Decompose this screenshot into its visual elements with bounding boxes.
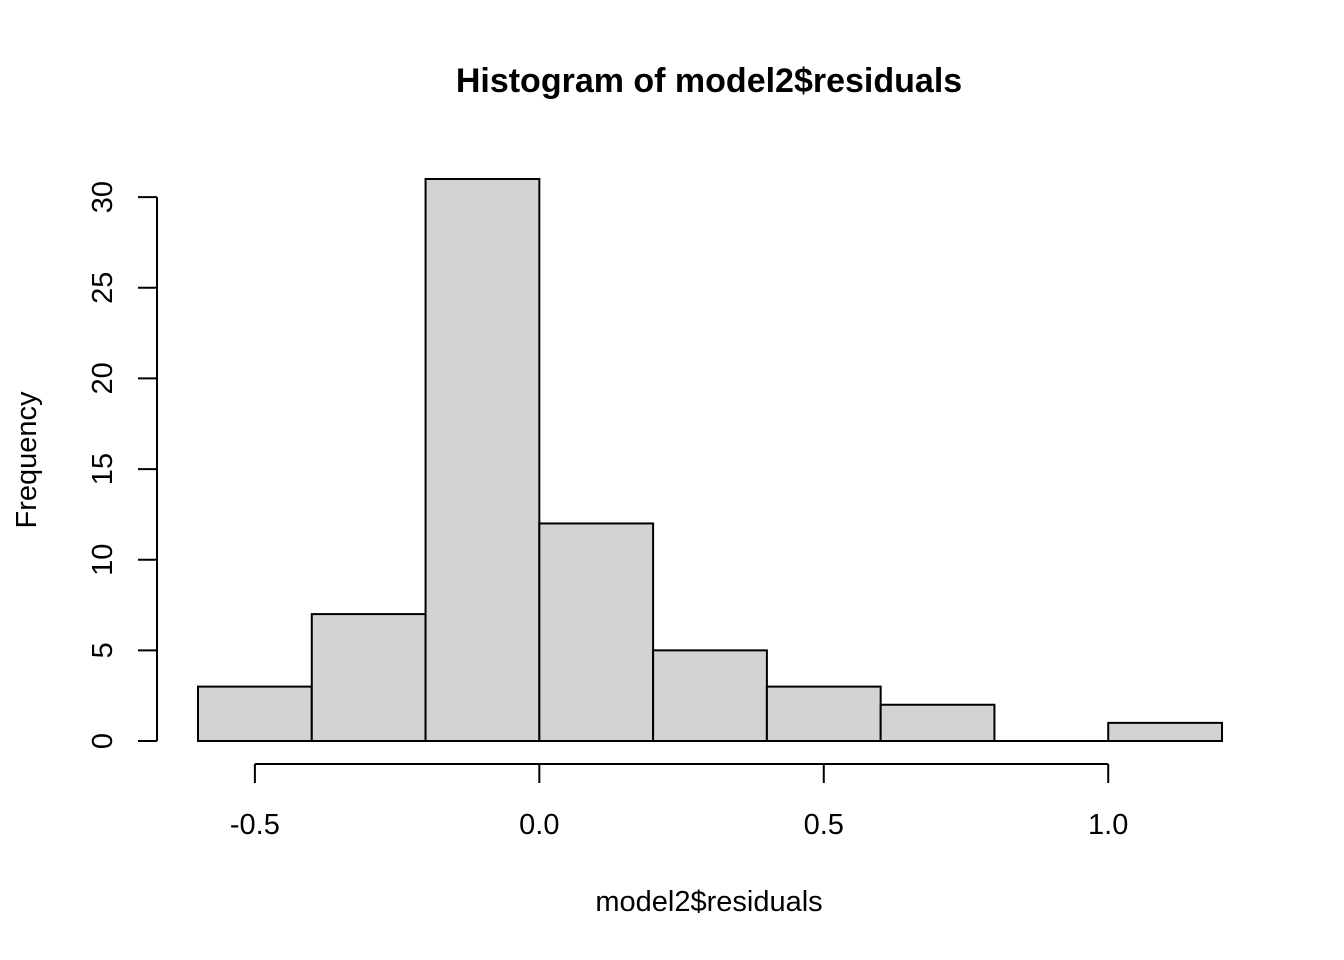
y-tick-label: 0 [87, 733, 119, 749]
x-tick-label: 0.0 [519, 809, 559, 841]
chart-title: Histogram of model2$residuals [456, 62, 962, 100]
histogram-bar [765, 685, 882, 743]
y-tick-label: 30 [87, 181, 119, 213]
x-axis-label: model2$residuals [595, 886, 822, 918]
bars-group [197, 178, 1223, 743]
histogram-bar [1107, 721, 1223, 743]
histogram-bar [652, 649, 768, 743]
histogram-bar [197, 685, 313, 743]
y-axis-label: Frequency [11, 391, 43, 529]
x-axis: -0.5 0.0 0.5 1.0 [230, 763, 1128, 841]
y-tick-label: 15 [87, 453, 119, 485]
histogram-bar [538, 522, 655, 742]
histogram-bar [879, 703, 996, 743]
histogram-bar [310, 613, 427, 743]
y-axis: 0 5 10 15 20 25 30 [87, 181, 158, 749]
y-tick-label: 10 [87, 544, 119, 576]
x-tick-label: -0.5 [230, 809, 280, 841]
y-tick-label: 25 [87, 272, 119, 304]
x-tick-label: 1.0 [1088, 809, 1128, 841]
histogram-bar [424, 178, 541, 742]
y-tick-label: 5 [87, 642, 119, 658]
y-tick-label: 20 [87, 362, 119, 394]
x-tick-label: 0.5 [804, 809, 844, 841]
